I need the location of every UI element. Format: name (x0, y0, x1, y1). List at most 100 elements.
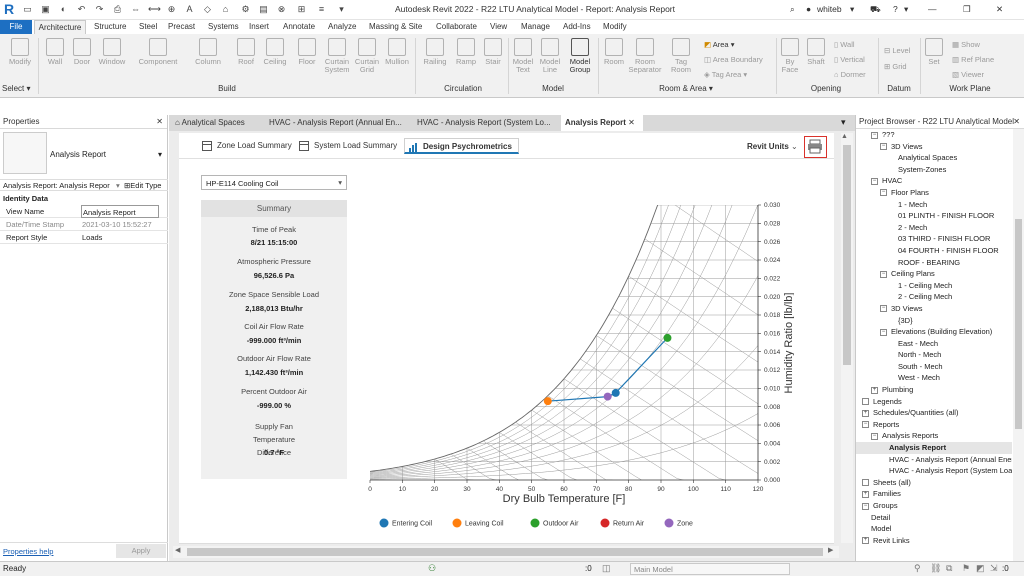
select-links-icon[interactable]: ⛓ (930, 563, 942, 573)
tab-analysis-report[interactable]: Analysis Report ✕ (561, 115, 643, 131)
filter-icon[interactable]: ⚲ (914, 563, 921, 573)
browser-item[interactable]: HVAC - Analysis Report (Annual Energy) (856, 454, 1012, 466)
ramp-tool[interactable]: Ramp (452, 38, 480, 76)
point-outdoor-air[interactable] (663, 333, 672, 342)
group-room-area[interactable]: Room & Area ▾ (659, 84, 713, 93)
browser-item[interactable]: 03 THIRD - FINISH FLOOR (856, 233, 1012, 245)
browser-item[interactable]: + Families (856, 488, 1012, 500)
minimize-button[interactable]: — (928, 4, 937, 14)
chevron-down-icon[interactable]: ▾ (904, 4, 909, 14)
browser-item[interactable]: ROOF - BEARING (856, 257, 1012, 269)
print-icon[interactable]: ⎙ (113, 4, 122, 14)
model-text-tool[interactable]: Model Text (510, 38, 536, 76)
worksharing-icon[interactable]: ⚇ (428, 563, 437, 573)
scroll-up-icon[interactable]: ▲ (841, 133, 848, 140)
switch-windows-icon[interactable]: ▤ (259, 4, 268, 14)
stair-tool[interactable]: Stair (480, 38, 506, 76)
browser-item[interactable]: Analytical Spaces (856, 152, 1012, 164)
scrollbar-thumb[interactable] (843, 145, 851, 365)
column-tool[interactable]: Column (190, 38, 226, 76)
tab-steel[interactable]: Steel (139, 22, 158, 31)
browser-item[interactable]: Detail (856, 512, 1012, 524)
browser-item[interactable]: − Floor Plans (856, 187, 1012, 199)
tab-file[interactable]: File (0, 20, 32, 34)
browser-item[interactable]: 1 - Ceiling Mech (856, 280, 1012, 292)
tab-architecture[interactable]: Architecture (34, 20, 86, 34)
by-face-tool[interactable]: By Face (778, 38, 802, 76)
undo-icon[interactable]: ↶ (77, 4, 86, 14)
properties-help-link[interactable]: Properties help (3, 547, 54, 556)
chevron-down-icon[interactable]: ▾ (158, 150, 163, 159)
point-entering-coil[interactable] (611, 388, 620, 397)
browser-item[interactable]: South - Mech (856, 361, 1012, 373)
area-boundary-button[interactable]: ◫ Area Boundary (704, 55, 763, 64)
browser-item[interactable]: −??? (856, 129, 1012, 141)
browser-item[interactable]: − Analysis Reports (856, 430, 1012, 442)
scroll-left-icon[interactable]: ◀ (175, 547, 181, 554)
grid-button[interactable]: ⊞ Grid (884, 62, 907, 71)
close-hidden-icon[interactable]: ⊗ (277, 4, 286, 14)
chevron-down-icon[interactable]: ▾ (850, 4, 855, 14)
level-button[interactable]: ⊟ Level (884, 46, 911, 55)
area-button[interactable]: ◩ Area ▾ (704, 40, 735, 49)
shaft-tool[interactable]: Shaft (804, 38, 828, 76)
browser-item[interactable]: 2 - Mech (856, 222, 1012, 234)
curtain-system-tool[interactable]: Curtain System (322, 38, 352, 76)
units-dropdown[interactable]: Revit Units ⌄ (747, 142, 798, 151)
edit-type-button[interactable]: ⊞Edit Type (124, 181, 161, 190)
browser-item[interactable]: 04 FOURTH - FINISH FLOOR (856, 245, 1012, 257)
viewer-button[interactable]: ▧ Viewer (952, 70, 984, 79)
wall-tool[interactable]: Wall (42, 38, 68, 76)
collapse-icon[interactable]: − (880, 189, 887, 197)
close-icon[interactable]: ✕ (156, 117, 163, 126)
3d-view-icon[interactable]: ◇ (204, 4, 211, 14)
window-tool[interactable]: Window (96, 38, 128, 76)
browser-item[interactable]: − HVAC (856, 175, 1012, 187)
select-dropdown[interactable]: Select ▾ (2, 84, 31, 93)
expand-icon[interactable]: + (862, 490, 869, 498)
legend-label-return-air[interactable]: Return Air (613, 521, 645, 528)
set-tool[interactable]: Set (922, 38, 946, 76)
close-icon[interactable]: ✕ (628, 118, 635, 127)
vertical-opening-button[interactable]: ▯ Vertical (834, 55, 865, 64)
close-button[interactable]: ✕ (996, 4, 1004, 14)
help-icon[interactable]: ? (893, 4, 898, 14)
collapse-icon[interactable]: − (880, 143, 887, 151)
legend-label-outdoor-air[interactable]: Outdoor Air (543, 521, 579, 528)
legend-label-entering-coil[interactable]: Entering Coil (392, 521, 433, 528)
ref-plane-button[interactable]: ▥ Ref Plane (952, 55, 995, 64)
revit-logo-icon[interactable]: R (4, 1, 15, 17)
tab-insert[interactable]: Insert (249, 22, 270, 31)
tab-system-load-summary[interactable]: System Load Summary (296, 138, 397, 154)
browser-item[interactable]: − Groups (856, 500, 1012, 512)
vertical-scrollbar[interactable] (1013, 129, 1024, 561)
apply-button[interactable]: Apply (116, 544, 166, 558)
tab-hvac-system[interactable]: HVAC - Analysis Report (System Lo... (417, 118, 551, 127)
user-icon[interactable]: ● (806, 4, 812, 14)
browser-item[interactable]: 2 - Ceiling Mech (856, 291, 1012, 303)
browser-item[interactable]: + Schedules/Quantities (all) (856, 407, 1012, 419)
collapse-icon[interactable]: − (880, 270, 887, 278)
tab-massing-site[interactable]: Massing & Site (369, 22, 423, 31)
model-line-tool[interactable]: Model Line (538, 38, 562, 76)
ceiling-tool[interactable]: Ceiling (260, 38, 290, 76)
browser-item[interactable]: −3D Views (856, 141, 1012, 153)
collapse-icon[interactable]: − (871, 432, 878, 440)
collapse-icon[interactable]: − (880, 305, 887, 313)
browser-item[interactable]: East - Mech (856, 338, 1012, 350)
legend-marker-outdoor-air[interactable] (530, 518, 540, 528)
browser-item[interactable]: Model (856, 523, 1012, 535)
scrollbar-thumb[interactable] (1015, 219, 1022, 429)
thin-lines-icon[interactable]: ≡ (318, 4, 325, 14)
show-button[interactable]: ▦ Show (952, 40, 980, 49)
tab-menu-icon[interactable]: ▾ (841, 117, 846, 127)
legend-marker-return-air[interactable] (600, 518, 610, 528)
browser-item[interactable]: West - Mech (856, 372, 1012, 384)
tab-systems[interactable]: Systems (208, 22, 239, 31)
component-tool[interactable]: Component (134, 38, 182, 76)
dormer-button[interactable]: ⌂ Dormer (834, 70, 866, 79)
restore-button[interactable]: ❐ (963, 4, 971, 14)
browser-item[interactable]: Analysis Report (856, 442, 1012, 454)
sync-icon[interactable]: ◐ (60, 4, 67, 14)
tab-structure[interactable]: Structure (94, 22, 127, 31)
